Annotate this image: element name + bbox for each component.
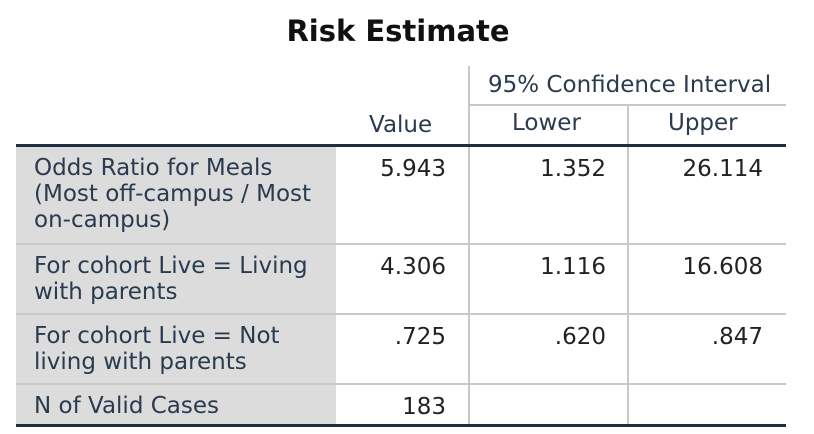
value-cell: 183 [402,394,446,420]
header-rule [16,144,786,147]
value-cell: 4.306 [380,254,446,280]
upper-cell: .847 [711,324,763,350]
row-divider [16,243,786,245]
column-divider [468,147,470,425]
lower-cell: 1.116 [540,254,606,280]
lower-cell: .620 [554,324,606,350]
lower-header: Lower [512,110,581,136]
row-label: N of Valid Cases [16,385,336,425]
value-cell: .725 [394,324,446,350]
header-divider [627,104,629,146]
column-divider [627,147,629,425]
row-label: For cohort Live = Not living with parent… [16,315,336,383]
value-cell: 5.943 [380,156,446,182]
row-divider [16,313,786,315]
bottom-rule [16,424,786,427]
upper-header: Upper [668,110,738,136]
value-header: Value [369,112,433,138]
row-label: For cohort Live = Living with parents [16,245,336,313]
upper-cell: 26.114 [682,156,763,182]
ci-header: 95% Confidence Interval [488,72,772,98]
row-label: Odds Ratio for Meals (Most off-campus / … [16,147,336,243]
row-divider [16,383,786,385]
upper-cell: 16.608 [682,254,763,280]
lower-cell [470,385,606,394]
header-divider [468,66,470,146]
table-title: Risk Estimate [286,14,510,48]
lower-cell: 1.352 [540,156,606,182]
upper-cell [629,385,763,394]
